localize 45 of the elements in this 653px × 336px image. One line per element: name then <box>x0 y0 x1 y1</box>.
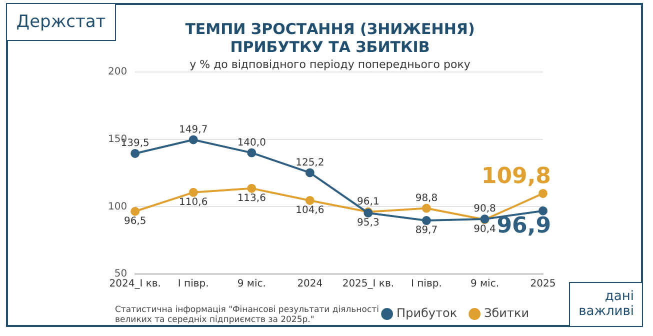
data-label: 89,7 <box>415 225 438 236</box>
point <box>130 148 140 158</box>
data-label: 95,3 <box>357 218 380 229</box>
data-label: 125,2 <box>296 157 324 168</box>
x-tick-label: 2024 <box>297 278 323 290</box>
point <box>538 206 548 216</box>
data-label: 104,6 <box>296 205 324 216</box>
data-label: 90,4 <box>474 224 496 236</box>
legend-label: Прибуток <box>396 306 458 320</box>
point <box>305 168 314 178</box>
data-label: 96,9 <box>496 214 551 239</box>
x-tick-label: 9 міс. <box>470 278 499 290</box>
data-label: 140,0 <box>237 137 266 148</box>
data-label: 149,7 <box>179 124 208 136</box>
data-label: 96,5 <box>124 216 146 227</box>
chart-subtitle: у % до відповідного періоду попереднього року <box>190 58 470 71</box>
point <box>247 148 256 158</box>
text: Статистична інформація "Фінансові результати діяльності великих та середніх підприємств за 2025р." <box>115 305 380 325</box>
x-tick-label: І півр. <box>411 278 442 290</box>
x-tick-label: І півр. <box>178 278 209 290</box>
point <box>188 188 198 197</box>
point <box>538 188 548 198</box>
legend-label: Збитки <box>484 306 530 320</box>
point <box>130 206 140 216</box>
text: дані важливі <box>569 282 643 327</box>
data-label: 96,1 <box>357 196 380 208</box>
data-label: 110,6 <box>179 196 208 208</box>
y-tick-label: 100 <box>108 201 128 212</box>
x-tick-label: 9 міс. <box>237 278 266 290</box>
point <box>422 204 431 213</box>
chart-title: ТЕМПИ ЗРОСТАННЯ (ЗНИЖЕННЯ) ПРИБУТКУ ТА ЗБИТКІВ <box>184 20 476 56</box>
text: Держстат <box>6 3 116 41</box>
data-label: 109,8 <box>481 164 551 190</box>
data-label: 113,6 <box>237 192 266 204</box>
y-tick-label: 50 <box>114 268 128 280</box>
point <box>247 184 256 193</box>
x-tick-label: 2024_І кв. <box>109 278 161 290</box>
x-tick-label: 2025 <box>530 278 556 290</box>
x-tick-label: 2025_І кв. <box>342 278 394 290</box>
data-label: 98,8 <box>415 192 438 204</box>
point <box>188 135 198 144</box>
point <box>422 216 431 226</box>
data-label: 90,8 <box>474 204 496 215</box>
point <box>305 196 314 205</box>
y-tick-label: 200 <box>108 66 128 78</box>
